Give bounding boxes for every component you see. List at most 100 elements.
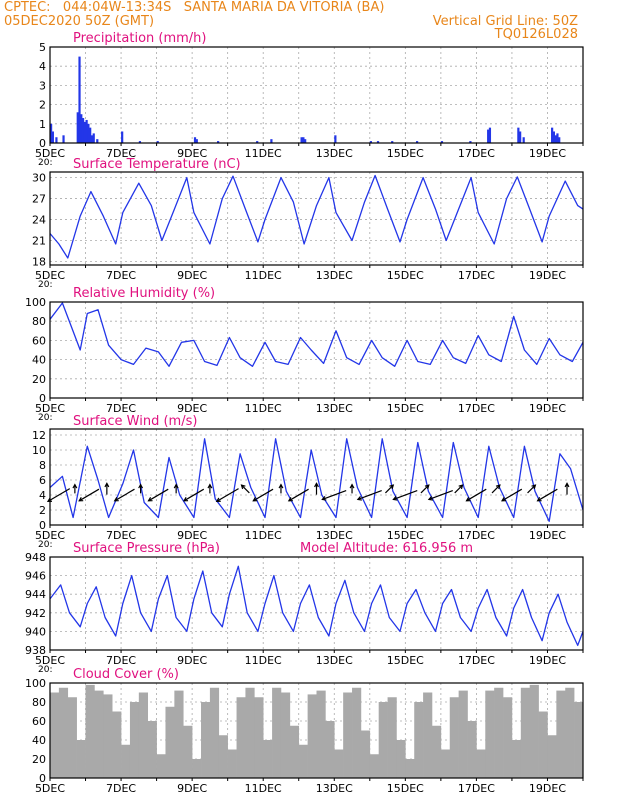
- wind-vector-arrow: [420, 484, 430, 494]
- wind-arrow-head: [356, 496, 362, 501]
- precip-bar: [554, 135, 557, 143]
- cloud-bar: [405, 759, 415, 778]
- chart-header: CPTEC: 044:04W-13:34S SANTA MARIA DA VIT…: [0, 0, 618, 48]
- x-tick-label: 9DEC: [177, 782, 207, 795]
- precip-bar: [487, 129, 490, 143]
- cloud-bar: [138, 692, 149, 778]
- y-tick-label: 80: [32, 696, 46, 709]
- x-tick-label: 13DEC: [316, 529, 353, 542]
- x-tick-label: 19DEC: [529, 269, 566, 282]
- wind-vector-arrow: [491, 484, 501, 494]
- temp-series-line: [49, 174, 584, 259]
- wind-vector-arrow: [454, 484, 463, 494]
- wind-vector-arrow: [148, 488, 169, 502]
- wind-arrow-head: [252, 497, 258, 502]
- y-tick-label: 21: [32, 235, 46, 248]
- wind-arrow-head: [278, 483, 284, 489]
- wind-vector-arrow: [253, 488, 274, 502]
- x-tick-label: 5DEC: [35, 147, 65, 160]
- x-tick-label: 15DEC: [387, 654, 424, 667]
- y-tick-label: 938: [25, 644, 46, 657]
- wind-vector-arrow: [357, 489, 382, 501]
- precip-bar: [270, 139, 273, 143]
- cloud-bar: [360, 730, 371, 778]
- y-tick-label: 942: [25, 607, 46, 620]
- cloud-bar: [503, 697, 513, 778]
- wind-arrow-head: [495, 484, 501, 490]
- precip-bar: [440, 141, 444, 143]
- precip-bar: [300, 137, 303, 143]
- x-tick-label: 11DEC: [245, 269, 282, 282]
- y-tick-label: 20: [32, 753, 46, 766]
- x-year-stub: 20:: [38, 413, 52, 423]
- y-tick-label: 20: [32, 373, 46, 386]
- plot-frame: [49, 556, 584, 651]
- wind-vector-arrow: [501, 488, 523, 502]
- x-tick-label: 17DEC: [458, 654, 495, 667]
- cloud-bar: [547, 735, 557, 778]
- x-tick-label: 9DEC: [177, 269, 207, 282]
- precip-bar: [334, 135, 337, 143]
- cloud-bar: [529, 684, 539, 778]
- x-tick-label: 19DEC: [529, 529, 566, 542]
- x-tick-label: 11DEC: [245, 782, 282, 795]
- cloud-bar: [316, 690, 326, 778]
- x-tick-label: 15DEC: [387, 782, 424, 795]
- wind-arrow-head: [147, 497, 153, 502]
- y-tick-label: 940: [25, 625, 46, 638]
- x-tick-label: 5DEC: [35, 402, 65, 415]
- y-tick-label: 5: [39, 41, 46, 54]
- x-tick-label: 17DEC: [458, 402, 495, 415]
- x-tick-label: 13DEC: [316, 402, 353, 415]
- panel-title: Surface Wind (m/s): [73, 414, 197, 429]
- cloud-bar: [112, 711, 122, 778]
- y-tick-label: 24: [32, 214, 46, 227]
- wind-arrow-head: [104, 482, 110, 488]
- cloud-bar: [423, 692, 433, 778]
- x-tick-label: 15DEC: [387, 529, 424, 542]
- wind-arrow-head: [314, 482, 319, 488]
- cloud-bar: [174, 690, 184, 778]
- precip-bar: [81, 118, 85, 143]
- pres-series-line: [49, 565, 584, 647]
- wind-arrow-head: [349, 483, 355, 489]
- x-tick-label: 17DEC: [458, 529, 495, 542]
- cloud-bar: [94, 690, 104, 778]
- wind-vector-arrow: [393, 489, 418, 501]
- cloud-bar: [254, 697, 264, 778]
- x-tick-label: 17DEC: [458, 147, 495, 160]
- cloud-bar: [280, 692, 291, 778]
- cloud-bar: [476, 749, 486, 778]
- cloud-bar: [58, 687, 69, 778]
- x-year-stub: 20:: [38, 665, 52, 675]
- x-tick-label: 5DEC: [35, 654, 65, 667]
- cloud-bar: [67, 697, 77, 778]
- cloud-bar: [129, 702, 140, 778]
- x-tick-label: 15DEC: [387, 402, 424, 415]
- wind-arrow-head: [500, 497, 507, 502]
- panel-title: Precipitation (mm/h): [73, 31, 206, 46]
- y-tick-label: 12: [32, 429, 46, 442]
- y-tick-label: 2: [39, 99, 46, 112]
- cloud-bar: [565, 687, 575, 778]
- cloud-bar: [147, 721, 157, 778]
- plot-frame: [49, 46, 584, 144]
- wind-vector-arrow: [47, 488, 71, 502]
- cloud-bar: [263, 740, 273, 778]
- precip-bar: [195, 139, 198, 143]
- x-tick-label: 13DEC: [316, 269, 353, 282]
- x-tick-label: 7DEC: [106, 529, 136, 542]
- precip-bar: [551, 127, 554, 143]
- cloud-bar: [121, 744, 131, 778]
- cloud-bar: [378, 702, 388, 778]
- precip-bar: [78, 56, 81, 143]
- panel-subtitle: Model Altitude: 616.956 m: [300, 541, 473, 556]
- x-tick-label: 11DEC: [245, 529, 282, 542]
- x-tick-label: 19DEC: [529, 147, 566, 160]
- x-year-stub: 20:: [38, 280, 52, 290]
- precip-bar: [50, 123, 53, 143]
- y-tick-label: 4: [39, 60, 46, 73]
- x-tick-label: 13DEC: [316, 782, 353, 795]
- wind-vector-arrow: [527, 484, 536, 494]
- x-tick-label: 5DEC: [35, 269, 65, 282]
